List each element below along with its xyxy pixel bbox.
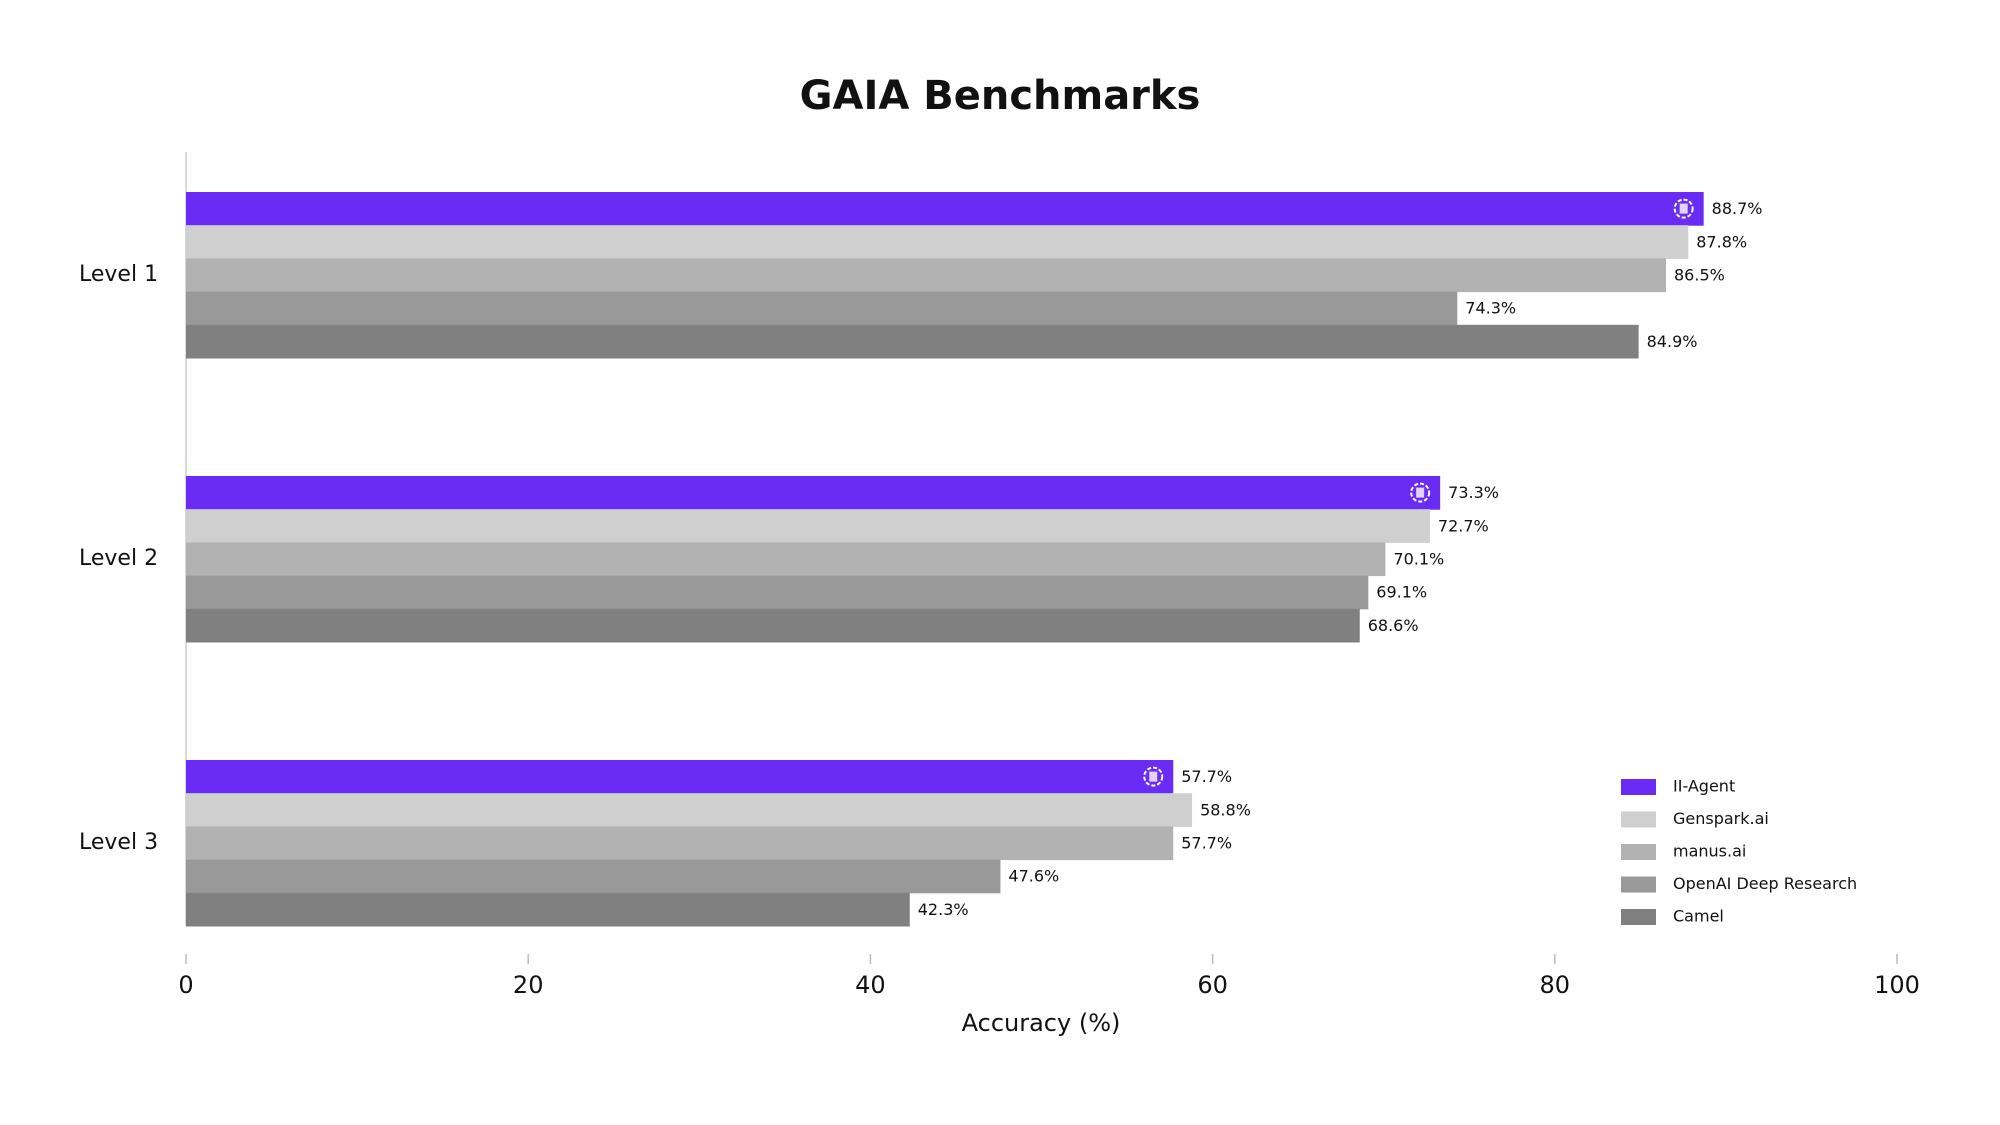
bar-icon-core: [1679, 203, 1688, 214]
bar-icon-core: [1416, 487, 1425, 498]
legend-swatch: [1621, 844, 1656, 860]
x-tick-label: 80: [1540, 971, 1571, 999]
chart-title: GAIA Benchmarks: [800, 73, 1201, 119]
bar: [186, 760, 1174, 794]
legend-label: OpenAI Deep Research: [1673, 874, 1857, 893]
bar: [186, 258, 1667, 293]
bar: [186, 225, 1689, 259]
bar: [186, 826, 1174, 861]
value-label: 72.7%: [1438, 516, 1489, 535]
bar: [186, 324, 1639, 359]
value-label: 86.5%: [1674, 266, 1725, 285]
value-label: 58.8%: [1200, 800, 1251, 819]
legend-swatch: [1621, 876, 1656, 893]
x-tick-label: 40: [855, 971, 886, 999]
value-label: 73.3%: [1448, 483, 1499, 502]
bar: [186, 892, 910, 927]
bar-icon: [1410, 482, 1431, 503]
x-tick-label: 20: [513, 971, 544, 999]
category-label: Level 1: [79, 262, 158, 287]
value-label: 88.7%: [1712, 199, 1763, 218]
bar-icon: [1143, 766, 1164, 787]
legend-label: II-Agent: [1673, 777, 1735, 796]
x-tick-label: 0: [178, 971, 193, 999]
value-label: 69.1%: [1376, 583, 1427, 602]
value-label: 70.1%: [1393, 550, 1444, 569]
bar: [186, 793, 1193, 827]
value-label: 74.3%: [1465, 299, 1516, 318]
bar: [186, 542, 1386, 577]
bar-icon: [1673, 198, 1694, 219]
bar: [186, 192, 1704, 226]
x-axis-label: Accuracy (%): [962, 1009, 1121, 1037]
bar: [186, 608, 1360, 643]
bar: [186, 575, 1369, 610]
x-tick-label: 100: [1874, 971, 1920, 999]
bar-icon-core: [1149, 771, 1158, 782]
value-label: 57.7%: [1181, 834, 1232, 853]
bar: [186, 859, 1001, 894]
x-tick-label: 60: [1197, 971, 1228, 999]
value-label: 42.3%: [918, 900, 969, 919]
value-label: 84.9%: [1647, 332, 1698, 351]
legend-swatch: [1621, 909, 1656, 925]
bar: [186, 291, 1458, 326]
legend-label: Camel: [1673, 907, 1724, 926]
legend-label: manus.ai: [1673, 842, 1746, 861]
category-label: Level 2: [79, 546, 158, 571]
legend-swatch: [1621, 811, 1656, 828]
bar: [186, 509, 1430, 543]
legend-label: Genspark.ai: [1673, 809, 1769, 828]
value-label: 47.6%: [1008, 867, 1059, 886]
value-label: 87.8%: [1696, 232, 1747, 251]
value-label: 57.7%: [1181, 767, 1232, 786]
value-label: 68.6%: [1368, 616, 1419, 635]
bar: [186, 476, 1441, 510]
category-label: Level 3: [79, 830, 158, 855]
legend-swatch: [1621, 779, 1656, 795]
